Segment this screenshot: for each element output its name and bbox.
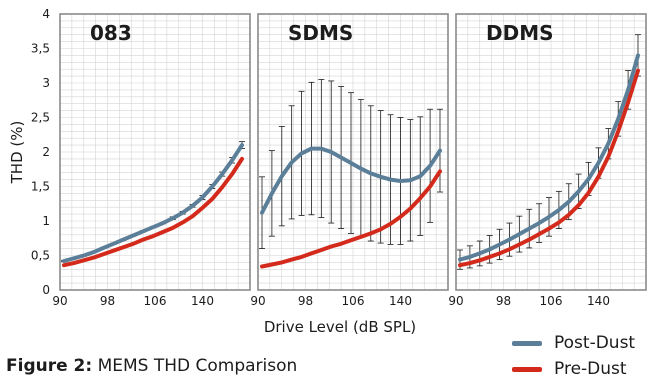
x-tick-label: 140: [389, 294, 412, 308]
legend-item-pre-dust: Pre-Dust: [512, 356, 646, 382]
x-tick-label: 140: [587, 294, 610, 308]
x-tick-label: 90: [448, 294, 463, 308]
legend-swatch-post-dust: [512, 341, 542, 346]
x-axis-label: Drive Level (dB SPL): [264, 318, 416, 336]
y-tick-label: 4: [42, 7, 50, 21]
x-tick-label: 98: [298, 294, 313, 308]
y-tick-label: 0: [42, 283, 50, 297]
y-tick-label: 1: [42, 214, 50, 228]
figure-caption: Figure 2: MEMS THD Comparison: [6, 356, 297, 376]
x-tick-label: 98: [100, 294, 115, 308]
legend-swatch-pre-dust: [512, 367, 542, 372]
legend-label-post-dust: Post-Dust: [554, 333, 635, 353]
chart-panel-ddms: 90 98 106 140 DDMS: [448, 14, 646, 308]
panel-title: 083: [90, 21, 132, 45]
panel-title: DDMS: [486, 21, 554, 45]
x-tick-label: 90: [52, 294, 67, 308]
y-tick-label: 0,5: [31, 249, 50, 263]
chart-panel-sdms: 90 98 106 140 SDMS: [250, 14, 448, 308]
x-tick-label: 98: [496, 294, 511, 308]
x-tick-label: 106: [540, 294, 563, 308]
chart-panel-083: 90 98 106 140 083: [52, 14, 250, 308]
x-tick-label: 140: [191, 294, 214, 308]
y-tick-label: 3,5: [31, 42, 50, 56]
figure-caption-text: MEMS THD Comparison: [92, 356, 297, 376]
legend-label-pre-dust: Pre-Dust: [554, 359, 627, 379]
legend: Post-Dust Pre-Dust: [512, 330, 646, 382]
legend-item-post-dust: Post-Dust: [512, 330, 646, 356]
y-axis-label: THD (%): [8, 121, 26, 185]
panel-title: SDMS: [288, 21, 353, 45]
x-tick-label: 90: [250, 294, 265, 308]
x-tick-label: 106: [342, 294, 365, 308]
y-tick-label: 2,5: [31, 111, 50, 125]
figure-caption-label: Figure 2:: [6, 356, 92, 376]
x-tick-label: 106: [144, 294, 167, 308]
y-tick-label: 1,5: [31, 180, 50, 194]
y-tick-label: 2: [42, 145, 50, 159]
y-tick-label: 3: [42, 76, 50, 90]
